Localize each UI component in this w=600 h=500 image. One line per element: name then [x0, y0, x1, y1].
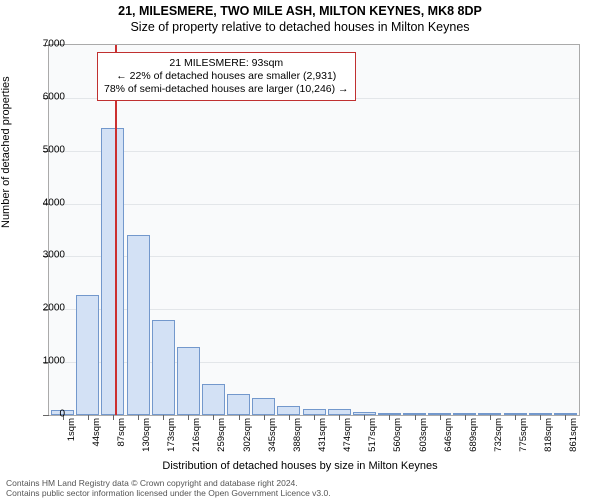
x-tick-mark: [389, 415, 390, 420]
x-tick-label: 818sqm: [543, 418, 554, 466]
x-tick-label: 517sqm: [367, 418, 378, 466]
x-tick-label: 732sqm: [493, 418, 504, 466]
x-tick-mark: [239, 415, 240, 420]
x-tick-label: 345sqm: [267, 418, 278, 466]
x-tick-label: 87sqm: [116, 418, 127, 466]
y-tick-label: 2000: [17, 303, 65, 314]
x-tick-mark: [264, 415, 265, 420]
x-tick-label: 388sqm: [292, 418, 303, 466]
x-tick-mark: [163, 415, 164, 420]
histogram-bar: [177, 347, 200, 415]
gridline-h: [49, 204, 579, 205]
x-tick-label: 431sqm: [317, 418, 328, 466]
x-tick-label: 689sqm: [468, 418, 479, 466]
x-tick-mark: [138, 415, 139, 420]
y-tick-label: 0: [17, 409, 65, 420]
page-title-subtitle: Size of property relative to detached ho…: [0, 18, 600, 34]
attribution-text: Contains HM Land Registry data © Crown c…: [6, 479, 331, 499]
x-tick-label: 775sqm: [518, 418, 529, 466]
histogram-bar: [202, 384, 225, 415]
y-tick-label: 4000: [17, 197, 65, 208]
x-tick-mark: [540, 415, 541, 420]
x-tick-mark: [88, 415, 89, 420]
histogram-bar: [127, 235, 150, 415]
y-tick-label: 5000: [17, 144, 65, 155]
y-tick-label: 1000: [17, 356, 65, 367]
callout-line-3: 78% of semi-detached houses are larger (…: [104, 83, 349, 96]
x-tick-label: 302sqm: [242, 418, 253, 466]
x-tick-label: 1sqm: [66, 418, 77, 466]
x-tick-mark: [213, 415, 214, 420]
x-tick-label: 560sqm: [392, 418, 403, 466]
histogram-bar: [277, 406, 300, 415]
x-tick-label: 44sqm: [91, 418, 102, 466]
x-tick-mark: [188, 415, 189, 420]
gridline-h: [49, 151, 579, 152]
x-tick-mark: [415, 415, 416, 420]
x-tick-label: 603sqm: [418, 418, 429, 466]
attribution-line-2: Contains public sector information licen…: [6, 489, 331, 499]
y-axis-label: Number of detached properties: [0, 76, 12, 228]
callout-line-1: 21 MILESMERE: 93sqm: [104, 57, 349, 70]
callout-box: 21 MILESMERE: 93sqm ← 22% of detached ho…: [97, 52, 356, 101]
histogram-bar: [227, 394, 250, 415]
x-tick-label: 646sqm: [443, 418, 454, 466]
x-tick-label: 259sqm: [216, 418, 227, 466]
histogram-bar: [76, 295, 99, 416]
x-tick-label: 130sqm: [141, 418, 152, 466]
x-tick-mark: [314, 415, 315, 420]
callout-line-2: ← 22% of detached houses are smaller (2,…: [104, 70, 349, 83]
x-tick-label: 216sqm: [191, 418, 202, 466]
y-tick-label: 7000: [17, 39, 65, 50]
x-tick-mark: [465, 415, 466, 420]
x-tick-label: 474sqm: [342, 418, 353, 466]
histogram-bar: [101, 128, 124, 415]
histogram-bar: [252, 398, 275, 415]
x-tick-mark: [289, 415, 290, 420]
x-tick-mark: [515, 415, 516, 420]
y-tick-label: 3000: [17, 250, 65, 261]
x-tick-label: 861sqm: [568, 418, 579, 466]
x-tick-mark: [364, 415, 365, 420]
x-tick-mark: [490, 415, 491, 420]
histogram-bar: [152, 320, 175, 415]
x-tick-mark: [565, 415, 566, 420]
x-tick-label: 173sqm: [166, 418, 177, 466]
x-tick-mark: [339, 415, 340, 420]
page-title-address: 21, MILESMERE, TWO MILE ASH, MILTON KEYN…: [0, 0, 600, 18]
y-tick-label: 6000: [17, 91, 65, 102]
x-tick-mark: [113, 415, 114, 420]
x-tick-mark: [440, 415, 441, 420]
